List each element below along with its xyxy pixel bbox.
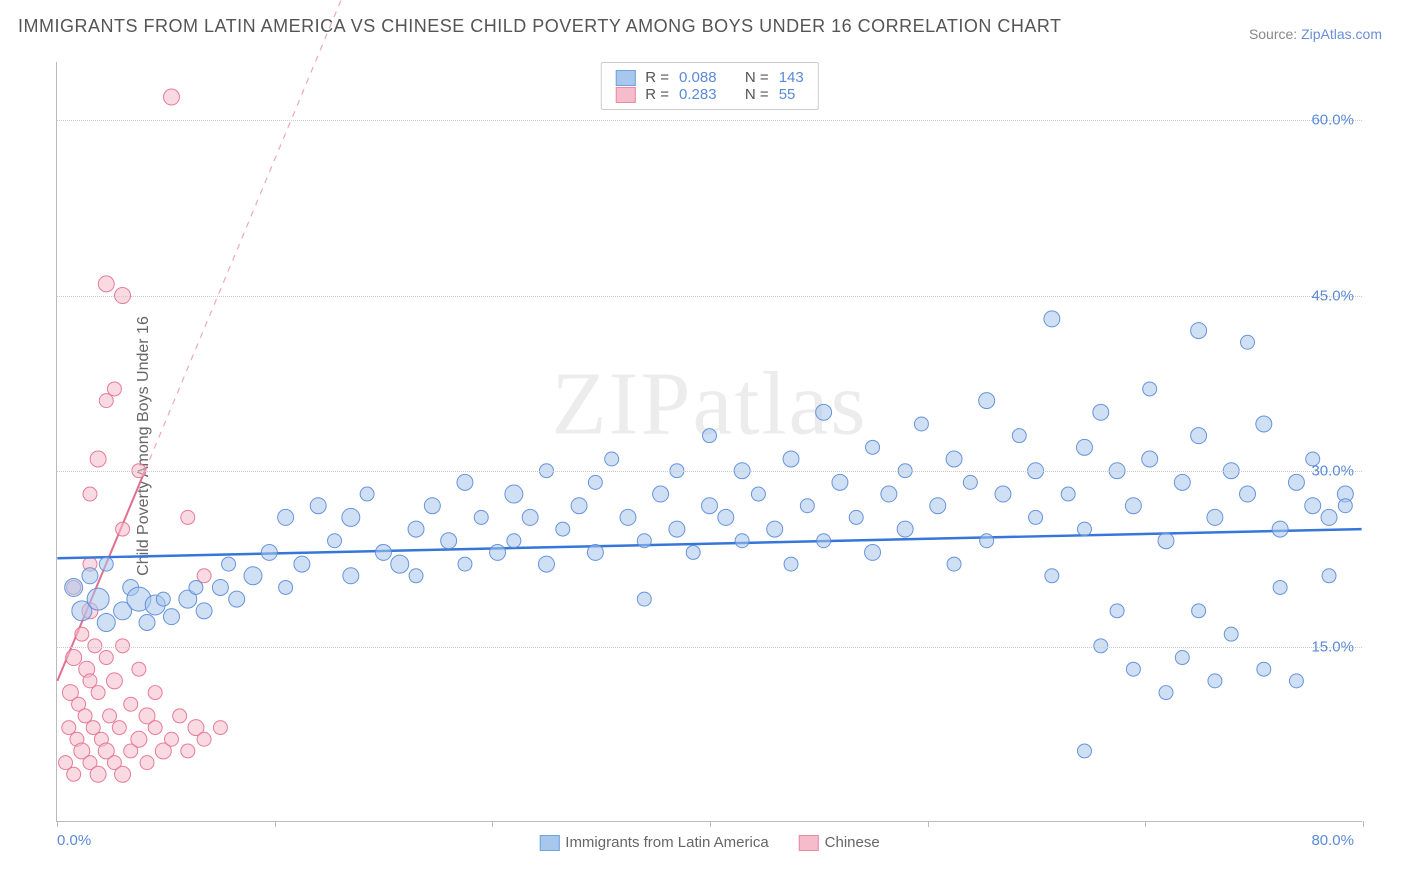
gridline bbox=[57, 120, 1362, 121]
x-tick-mark bbox=[492, 821, 493, 827]
n-value: 143 bbox=[779, 69, 804, 86]
source-link[interactable]: ZipAtlas.com bbox=[1301, 26, 1382, 42]
plot-svg bbox=[57, 62, 1362, 821]
source-label: Source: bbox=[1249, 26, 1297, 42]
legend-row: R = 0.283 N = 55 bbox=[615, 86, 803, 103]
chart-title: IMMIGRANTS FROM LATIN AMERICA VS CHINESE… bbox=[18, 16, 1062, 37]
legend-swatch bbox=[799, 835, 819, 851]
legend-swatch bbox=[539, 835, 559, 851]
n-label: N = bbox=[745, 69, 769, 86]
legend-item: Chinese bbox=[799, 834, 880, 851]
y-tick-label: 60.0% bbox=[1311, 112, 1354, 129]
r-label: R = bbox=[645, 86, 669, 103]
legend-label: Immigrants from Latin America bbox=[565, 834, 768, 851]
n-label: N = bbox=[745, 86, 769, 103]
r-value: 0.283 bbox=[679, 86, 717, 103]
x-tick-min: 0.0% bbox=[57, 832, 91, 849]
legend-label: Chinese bbox=[825, 834, 880, 851]
x-tick-max: 80.0% bbox=[1311, 832, 1354, 849]
source-attribution: Source: ZipAtlas.com bbox=[1249, 26, 1382, 42]
y-tick-label: 30.0% bbox=[1311, 463, 1354, 480]
x-tick-mark bbox=[928, 821, 929, 827]
y-tick-label: 15.0% bbox=[1311, 638, 1354, 655]
n-value: 55 bbox=[779, 86, 796, 103]
legend-item: Immigrants from Latin America bbox=[539, 834, 768, 851]
legend-swatch bbox=[615, 70, 635, 86]
gridline bbox=[57, 296, 1362, 297]
x-tick-mark bbox=[1363, 821, 1364, 827]
r-value: 0.088 bbox=[679, 69, 717, 86]
x-tick-mark bbox=[57, 821, 58, 827]
chart-container: IMMIGRANTS FROM LATIN AMERICA VS CHINESE… bbox=[0, 0, 1406, 892]
gridline bbox=[57, 647, 1362, 648]
legend-swatch bbox=[615, 87, 635, 103]
gridline bbox=[57, 471, 1362, 472]
correlation-legend: R = 0.088 N = 143 R = 0.283 N = 55 bbox=[600, 62, 818, 110]
legend-row: R = 0.088 N = 143 bbox=[615, 69, 803, 86]
x-tick-mark bbox=[1145, 821, 1146, 827]
x-tick-mark bbox=[275, 821, 276, 827]
x-tick-mark bbox=[710, 821, 711, 827]
y-tick-label: 45.0% bbox=[1311, 287, 1354, 304]
plot-area: ZIPatlas R =0.088 N = 143R =0.283 N = 55… bbox=[56, 62, 1362, 822]
r-label: R = bbox=[645, 69, 669, 86]
series-legend: Immigrants from Latin America Chinese bbox=[539, 834, 879, 851]
